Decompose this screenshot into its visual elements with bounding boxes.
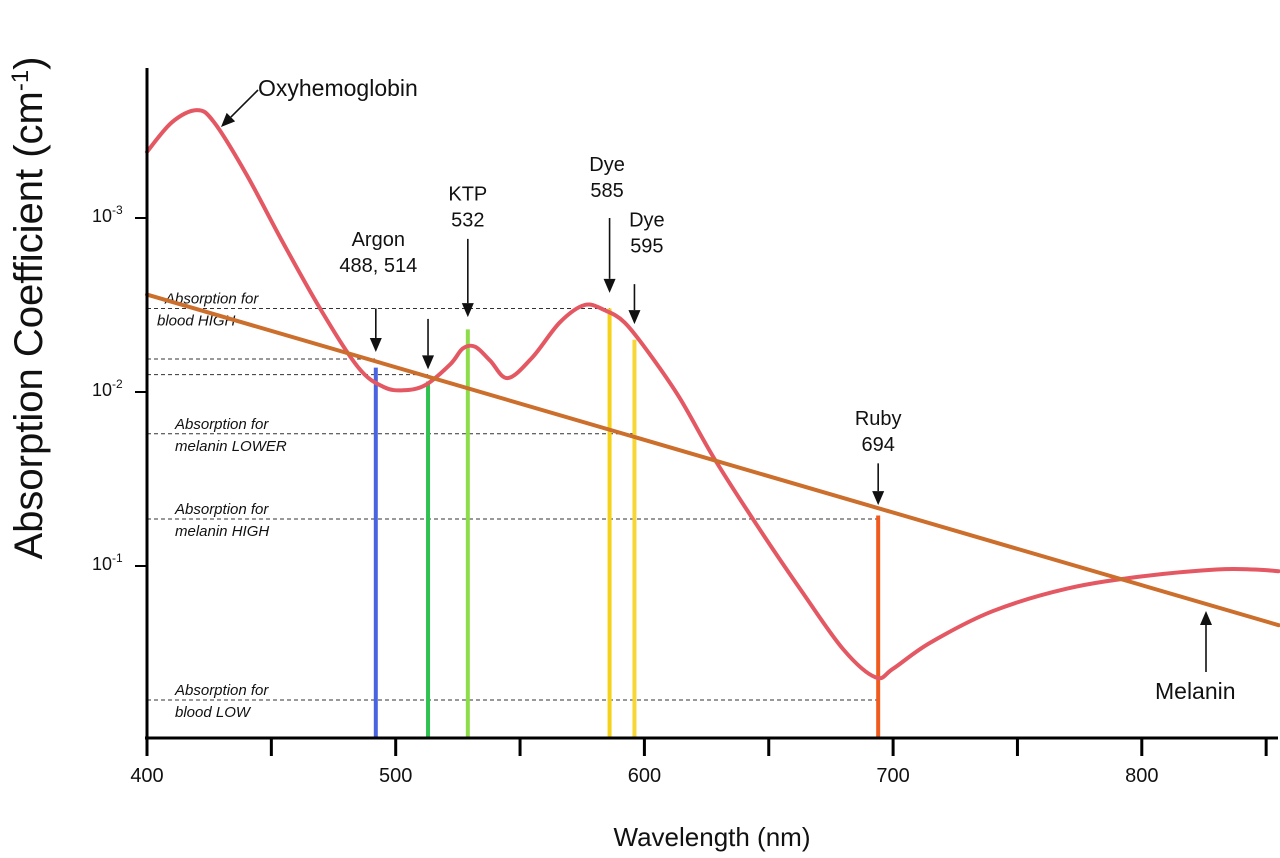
laser-label: Dye [629, 210, 665, 232]
x-tick-label: 500 [379, 765, 412, 787]
laser-label: 595 [630, 236, 663, 258]
laser-label: 694 [861, 434, 894, 456]
arrow-shaft [230, 89, 259, 118]
reference-label: melanin LOWER [175, 438, 287, 455]
laser-label: Dye [589, 154, 625, 176]
laser-label: 532 [451, 210, 484, 232]
x-tick-label: 700 [876, 765, 909, 787]
ruby-arrow [872, 463, 885, 506]
y-tick-label: 10-2 [92, 377, 123, 400]
y-tick-label: 10-3 [92, 203, 123, 226]
reference-label: blood LOW [175, 704, 252, 721]
laser-label: 585 [590, 180, 623, 202]
reference-label: Absorption for [174, 416, 269, 433]
argon-488-arrow [369, 308, 382, 352]
dye-585-arrow [603, 218, 616, 293]
y-tick-label: 10-1 [92, 551, 123, 574]
melanin-arrow [1200, 611, 1212, 672]
reference-label: Absorption for [174, 501, 269, 518]
laser-label: Ruby [855, 408, 902, 430]
x-axis-title: Wavelength (nm) [614, 822, 811, 852]
arrow-head [603, 278, 616, 293]
oxyhemoglobin-label: Oxyhemoglobin [258, 75, 418, 101]
y-axis-title: Absorption Coefficient (cm-1) [7, 56, 51, 559]
x-tick-label: 400 [130, 765, 163, 787]
ktp-arrow [461, 238, 474, 318]
arrow-head [872, 491, 885, 506]
arrow-head [628, 310, 641, 325]
laser-bars [373, 308, 881, 738]
laser-label: KTP [448, 184, 487, 206]
laser-label: 488, 514 [339, 255, 417, 277]
labels: Wavelength (nm) Absorption Coefficient (c… [7, 56, 1236, 852]
reference-label: Absorption for [174, 682, 269, 699]
melanin-label: Melanin [1155, 678, 1236, 704]
laser-label: Argon [352, 229, 405, 251]
series-line [145, 108, 1280, 681]
arrow-head [369, 337, 382, 352]
argon-514-arrow [422, 318, 435, 370]
oxyhemoglobin-arrow [221, 89, 259, 127]
arrow-head [221, 112, 236, 127]
reference-label: melanin HIGH [175, 523, 269, 540]
axes: 400 500 600 700 800 10-3 10-2 10-1 [92, 68, 1278, 787]
dye-595-arrow [628, 284, 641, 325]
arrow-head [422, 355, 435, 370]
arrow-head [1200, 611, 1212, 625]
reference-label: Absorption for [164, 290, 259, 307]
arrow-head [461, 303, 474, 318]
curves [145, 108, 1280, 681]
x-tick-label: 600 [628, 765, 661, 787]
series-line [145, 292, 1280, 628]
x-tick-label: 800 [1125, 765, 1158, 787]
